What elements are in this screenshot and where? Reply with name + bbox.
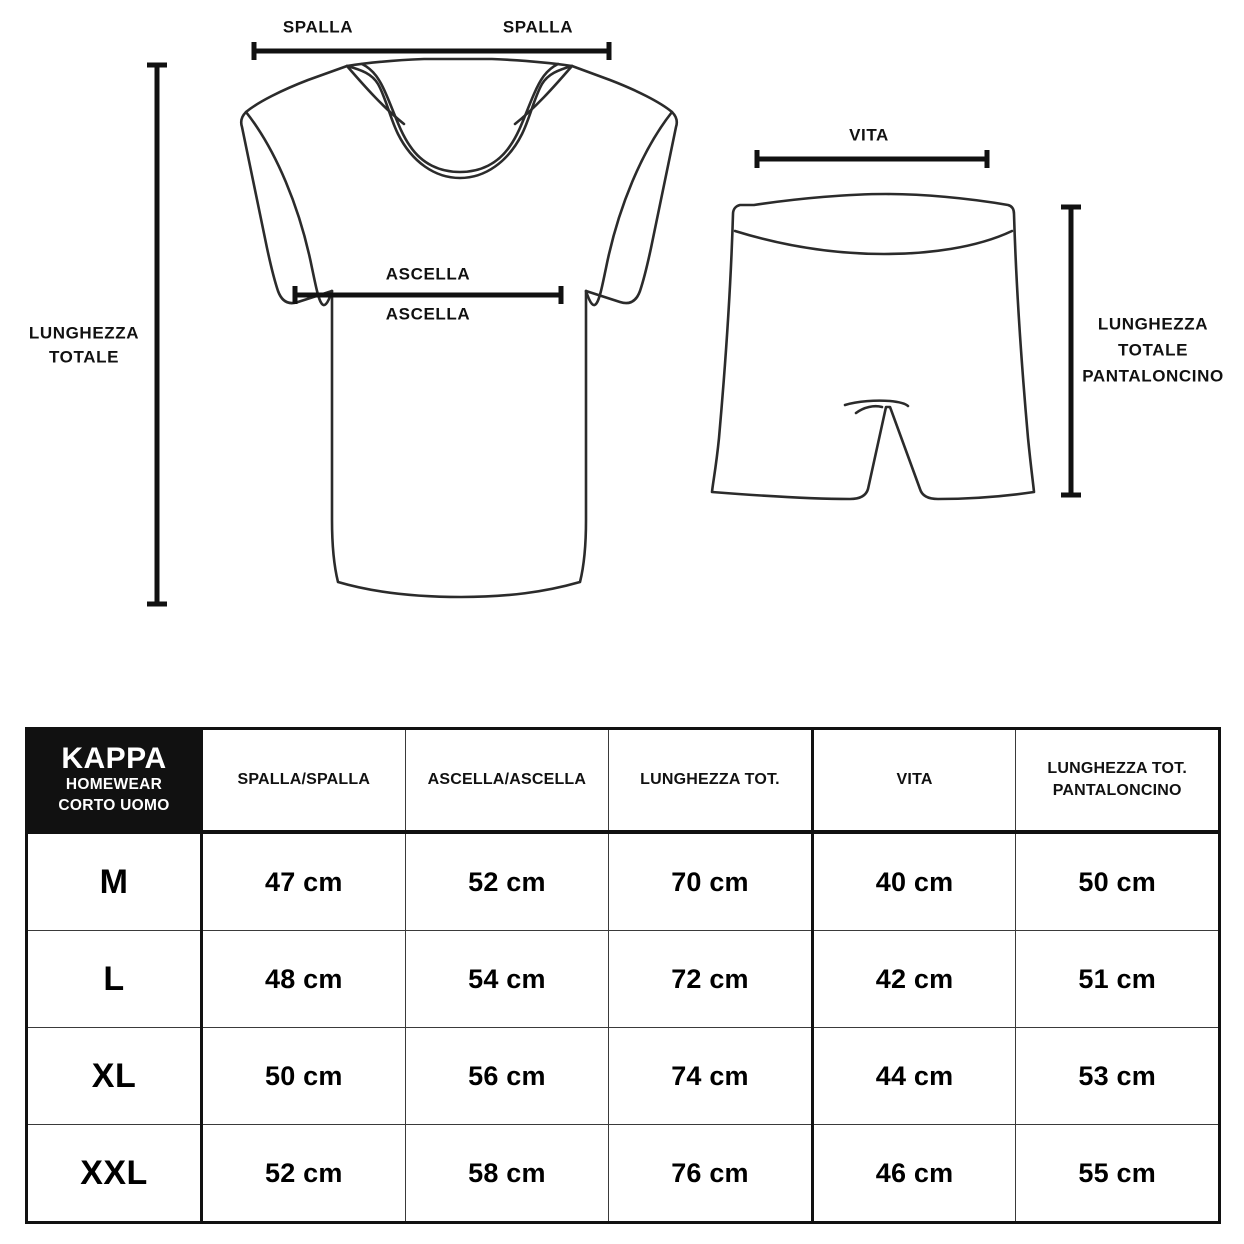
label-ascella-top: ASCELLA xyxy=(386,264,470,283)
table-row: L 48 cm 54 cm 72 cm 42 cm 51 cm xyxy=(26,930,1220,1028)
label-lunghezza-pantaloncino-line3: PANTALONCINO xyxy=(1082,366,1224,385)
label-lunghezza-pantaloncino-line1: LUNGHEZZA xyxy=(1098,314,1208,333)
column-header-lunghezza-pantaloncino: LUNGHEZZA TOT. PANTALONCINO xyxy=(1015,728,1220,834)
label-lunghezza-totale-line1: LUNGHEZZA xyxy=(29,323,139,342)
value-spalla: 50 cm xyxy=(201,1027,406,1125)
tshirt-collar-outer xyxy=(345,64,574,180)
shorts-illustration xyxy=(710,192,1036,501)
label-vita: VITA xyxy=(849,125,889,144)
brand-subtitle-line1: HOMEWEAR xyxy=(65,776,163,794)
table-row: XXL 52 cm 58 cm 76 cm 46 cm 55 cm xyxy=(26,1124,1220,1223)
brand-header-cell: KAPPA HOMEWEAR CORTO UOMO xyxy=(26,728,203,834)
tshirt-shoulder-seam-right xyxy=(513,64,574,126)
value-lunghezza-pantaloncino: 53 cm xyxy=(1015,1027,1220,1125)
tshirt-sleeve-seam-right xyxy=(584,110,674,307)
column-header-pantaloncino-line2: PANTALONCINO xyxy=(1052,782,1182,799)
value-spalla: 47 cm xyxy=(201,831,406,931)
table-header-row: KAPPA HOMEWEAR CORTO UOMO SPALLA/SPALLA … xyxy=(26,728,1220,834)
column-header-spalla: SPALLA/SPALLA xyxy=(201,728,406,834)
value-vita: 42 cm xyxy=(811,930,1017,1028)
column-header-lunghezza-line1: LUNGHEZZA TOT. xyxy=(640,771,780,789)
garment-diagram-area: SPALLA SPALLA ASCELLA ASCELLA LUNGHEZZA … xyxy=(29,17,1224,607)
tshirt-shoulder-seam-left xyxy=(345,64,406,126)
value-vita: 46 cm xyxy=(811,1124,1017,1223)
shoulder-dimension: SPALLA SPALLA xyxy=(251,17,612,60)
label-spalla-right: SPALLA xyxy=(503,17,573,36)
column-header-lunghezza: LUNGHEZZA TOT. xyxy=(608,728,814,834)
garment-diagram-svg: SPALLA SPALLA ASCELLA ASCELLA LUNGHEZZA … xyxy=(29,17,1224,607)
brand-subtitle-line2: CORTO UOMO xyxy=(58,797,170,815)
table-row: XL 50 cm 56 cm 74 cm 44 cm 53 cm xyxy=(26,1027,1220,1125)
value-lunghezza: 70 cm xyxy=(608,831,814,931)
value-lunghezza: 72 cm xyxy=(608,930,814,1028)
label-lunghezza-totale-line2: TOTALE xyxy=(49,347,119,366)
value-vita: 44 cm xyxy=(811,1027,1017,1125)
waist-dimension: VITA xyxy=(754,125,990,168)
column-header-vita-line1: VITA xyxy=(896,771,933,789)
brand-name: KAPPA xyxy=(61,741,167,775)
value-vita: 40 cm xyxy=(811,831,1017,931)
shorts-crotch-notch xyxy=(854,404,884,415)
size-chart-table: KAPPA HOMEWEAR CORTO UOMO SPALLA/SPALLA … xyxy=(25,727,1221,1224)
tshirt-illustration xyxy=(239,57,679,599)
tshirt-sleeve-seam-left xyxy=(244,110,334,307)
value-lunghezza-pantaloncino: 55 cm xyxy=(1015,1124,1220,1223)
value-ascella: 52 cm xyxy=(404,831,610,931)
value-spalla: 48 cm xyxy=(201,930,406,1028)
column-header-pantaloncino-line1: LUNGHEZZA TOT. xyxy=(1047,760,1188,778)
tshirt-length-dimension: LUNGHEZZA TOTALE xyxy=(29,62,167,607)
shorts-length-dimension: LUNGHEZZA TOTALE PANTALONCINO xyxy=(1061,204,1224,498)
value-lunghezza: 74 cm xyxy=(608,1027,814,1125)
size-label: XXL xyxy=(26,1124,203,1223)
value-lunghezza: 76 cm xyxy=(608,1124,814,1223)
tshirt-body-outline xyxy=(239,57,679,599)
tshirt-collar-inner xyxy=(360,62,560,174)
label-lunghezza-pantaloncino-line2: TOTALE xyxy=(1118,340,1188,359)
value-ascella: 56 cm xyxy=(404,1027,610,1125)
label-spalla-left: SPALLA xyxy=(283,17,353,36)
size-label: L xyxy=(26,930,203,1028)
shorts-body-outline xyxy=(710,192,1036,501)
size-label: XL xyxy=(26,1027,203,1125)
value-ascella: 54 cm xyxy=(404,930,610,1028)
table-row: M 47 cm 52 cm 70 cm 40 cm 50 cm xyxy=(26,831,1220,931)
size-label: M xyxy=(26,831,203,931)
value-ascella: 58 cm xyxy=(404,1124,610,1223)
value-lunghezza-pantaloncino: 50 cm xyxy=(1015,831,1220,931)
column-header-ascella-line1: ASCELLA/ASCELLA xyxy=(427,771,587,789)
label-ascella-bottom: ASCELLA xyxy=(386,304,470,323)
value-lunghezza-pantaloncino: 51 cm xyxy=(1015,930,1220,1028)
value-spalla: 52 cm xyxy=(201,1124,406,1223)
shorts-crotch-seam xyxy=(843,399,910,408)
column-header-ascella: ASCELLA/ASCELLA xyxy=(404,728,610,834)
chest-dimension: ASCELLA ASCELLA xyxy=(292,264,564,323)
column-header-spalla-line1: SPALLA/SPALLA xyxy=(237,771,371,789)
shorts-waistband-seam xyxy=(733,229,1014,256)
column-header-vita: VITA xyxy=(811,728,1017,834)
size-table-container: KAPPA HOMEWEAR CORTO UOMO SPALLA/SPALLA … xyxy=(25,727,1221,1224)
